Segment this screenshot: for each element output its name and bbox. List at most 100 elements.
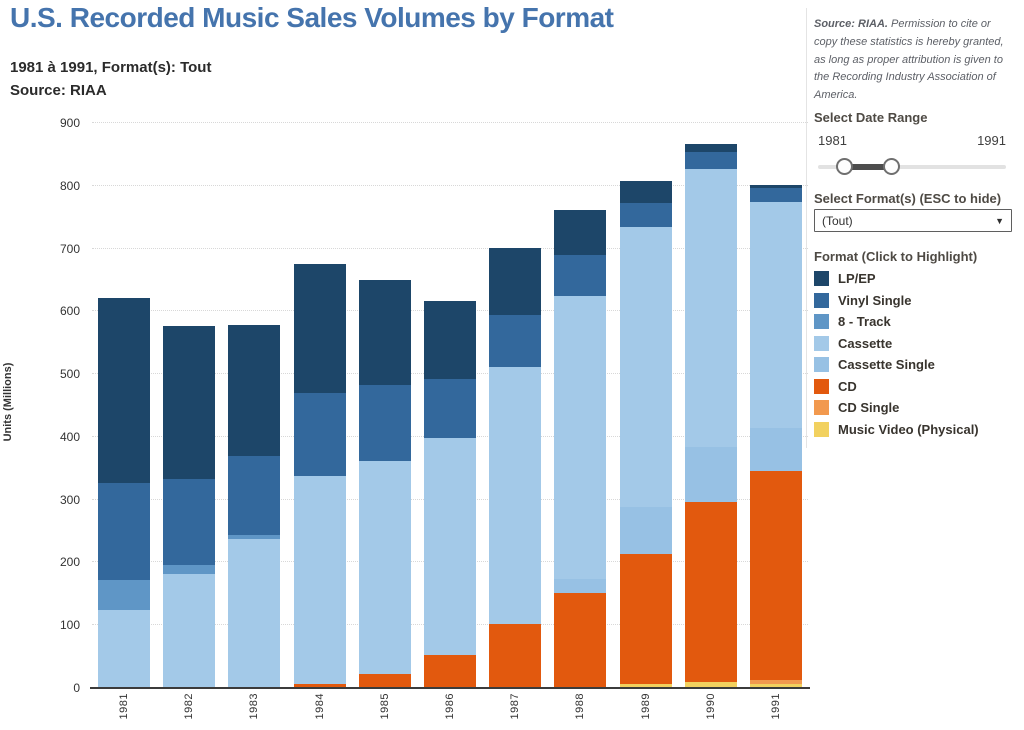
- bar-1990[interactable]: [684, 144, 737, 688]
- bar-segment-1991[interactable]: [749, 202, 802, 429]
- x-tick-label: 1987: [489, 693, 541, 719]
- date-range-values: 1981 1991: [818, 133, 1006, 148]
- x-tick-label: 1981: [98, 693, 150, 719]
- bars-container: [92, 118, 808, 688]
- x-tick-label: 1984: [294, 693, 346, 719]
- bar-segment-1991[interactable]: [749, 471, 802, 681]
- x-tick-label-text: 1988: [574, 693, 587, 720]
- bar-1984[interactable]: [293, 264, 346, 688]
- bar-segment-1990[interactable]: [684, 681, 737, 683]
- legend-item-cassette[interactable]: Cassette: [814, 333, 1014, 355]
- bar-segment-1984[interactable]: [293, 392, 346, 476]
- legend-item-vinyl-single[interactable]: Vinyl Single: [814, 290, 1014, 312]
- bar-segment-1989[interactable]: [619, 203, 672, 227]
- bar-segment-1990[interactable]: [684, 446, 737, 502]
- bar-segment-1989[interactable]: [619, 181, 672, 204]
- bar-segment-1985[interactable]: [358, 384, 411, 461]
- date-range-slider[interactable]: [818, 155, 1006, 179]
- bar-segment-1990[interactable]: [684, 501, 737, 682]
- source-line: Source: RIAA: [10, 82, 107, 99]
- bar-1991[interactable]: [749, 185, 802, 688]
- bar-segment-1988[interactable]: [554, 254, 607, 297]
- legend-label: 8 - Track: [838, 314, 891, 330]
- bar-segment-1985[interactable]: [358, 673, 411, 688]
- bar-segment-1984[interactable]: [293, 684, 346, 688]
- bar-segment-1986[interactable]: [423, 438, 476, 655]
- legend-item-music-video-physical[interactable]: Music Video (Physical): [814, 419, 1014, 441]
- bar-segment-1981[interactable]: [98, 297, 150, 483]
- legend-swatch: [814, 292, 829, 308]
- bar-segment-1989[interactable]: [619, 554, 672, 685]
- bar-1981[interactable]: [98, 297, 150, 688]
- x-tick-label: 1991: [750, 693, 802, 719]
- x-tick-label-text: 1986: [443, 693, 456, 720]
- bar-segment-1988[interactable]: [554, 592, 607, 687]
- bar-segment-1985[interactable]: [358, 460, 411, 674]
- bar-1982[interactable]: [163, 325, 216, 688]
- bar-segment-1990[interactable]: [684, 151, 737, 170]
- format-dropdown-value: (Tout): [822, 213, 853, 228]
- bar-segment-1991[interactable]: [749, 428, 802, 472]
- bar-segment-1991[interactable]: [749, 188, 802, 203]
- bar-segment-1983[interactable]: [228, 324, 281, 457]
- bar-segment-1991[interactable]: [749, 680, 802, 685]
- bar-segment-1987[interactable]: [489, 623, 542, 688]
- bar-segment-1986[interactable]: [423, 300, 476, 380]
- bar-segment-1988[interactable]: [554, 209, 607, 255]
- x-tick-label-text: 1982: [183, 693, 196, 720]
- format-dropdown[interactable]: (Tout) ▼: [814, 209, 1012, 232]
- bar-segment-1984[interactable]: [293, 475, 346, 685]
- bar-1983[interactable]: [228, 324, 281, 688]
- source-note-text: Permission to cite or copy these statist…: [814, 18, 1004, 102]
- legend-item-cd[interactable]: CD: [814, 376, 1014, 398]
- bar-segment-1990[interactable]: [684, 144, 737, 152]
- bar-segment-1987[interactable]: [489, 247, 542, 316]
- legend-item-cassette-single[interactable]: Cassette Single: [814, 354, 1014, 376]
- bar-segment-1981[interactable]: [98, 610, 150, 688]
- bar-segment-1989[interactable]: [619, 506, 672, 555]
- bar-segment-1987[interactable]: [489, 315, 542, 367]
- slider-handle-right[interactable]: [883, 158, 901, 175]
- bar-segment-1982[interactable]: [163, 478, 216, 565]
- page-title: U.S. Recorded Music Sales Volumes by For…: [10, 2, 614, 33]
- bar-segment-1982[interactable]: [163, 564, 216, 574]
- bar-segment-1982[interactable]: [163, 325, 216, 479]
- legend-swatch: [814, 378, 829, 394]
- slider-handle-left[interactable]: [836, 158, 854, 175]
- bar-segment-1983[interactable]: [228, 456, 281, 535]
- bar-segment-1990[interactable]: [684, 169, 737, 447]
- bar-1985[interactable]: [358, 279, 411, 688]
- legend-item-8-track[interactable]: 8 - Track: [814, 311, 1014, 333]
- x-tick-label: 1986: [424, 693, 476, 719]
- bar-segment-1981[interactable]: [98, 482, 150, 581]
- bar-segment-1989[interactable]: [619, 226, 672, 507]
- bar-segment-1985[interactable]: [358, 279, 411, 385]
- bar-segment-1988[interactable]: [554, 578, 607, 593]
- slider-track[interactable]: [818, 165, 1006, 169]
- bar-segment-1988[interactable]: [554, 296, 607, 579]
- bar-segment-1982[interactable]: [163, 573, 216, 688]
- x-tick-label: 1982: [163, 693, 215, 719]
- bar-segment-1986[interactable]: [423, 379, 476, 439]
- legend-item-lp-ep[interactable]: LP/EP: [814, 268, 1014, 290]
- bar-segment-1981[interactable]: [98, 580, 150, 611]
- bar-segment-1986[interactable]: [423, 654, 476, 688]
- legend-item-cd-single[interactable]: CD Single: [814, 397, 1014, 419]
- x-tick-label-text: 1981: [118, 693, 130, 720]
- slider-selected-range[interactable]: [844, 164, 892, 170]
- bar-segment-1991[interactable]: [749, 185, 802, 189]
- bar-segment-1989[interactable]: [619, 684, 672, 688]
- bar-segment-1984[interactable]: [293, 264, 346, 393]
- bar-segment-1987[interactable]: [489, 366, 542, 624]
- bar-1988[interactable]: [554, 209, 607, 688]
- x-tick-label-text: 1983: [248, 693, 261, 720]
- legend-swatch: [814, 357, 829, 373]
- bar-segment-1991[interactable]: [749, 684, 802, 688]
- bar-1989[interactable]: [619, 181, 672, 688]
- bar-segment-1983[interactable]: [228, 534, 281, 539]
- x-tick-label: 1989: [620, 693, 672, 719]
- bar-1987[interactable]: [489, 247, 542, 688]
- bar-segment-1983[interactable]: [228, 538, 281, 688]
- bar-segment-1990[interactable]: [684, 682, 737, 688]
- bar-1986[interactable]: [423, 300, 476, 688]
